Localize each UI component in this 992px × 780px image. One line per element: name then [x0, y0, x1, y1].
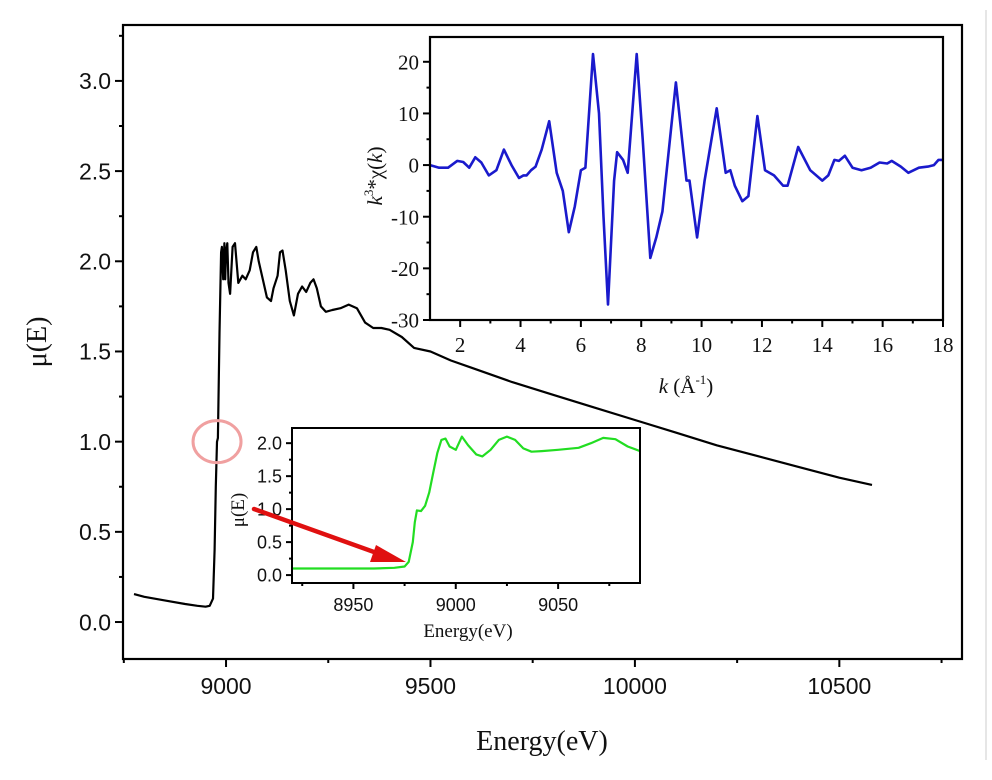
- edge-highlight-circle: [191, 419, 243, 465]
- main-series-line: [133, 242, 873, 608]
- xanes-inset-frame: [291, 427, 641, 584]
- exafs-y-tick-label: -10: [391, 205, 419, 229]
- exafs-x-tick-label: 6: [576, 333, 587, 357]
- main-y-tick-label: 1.5: [79, 339, 111, 365]
- xanes-series-line: [292, 435, 641, 570]
- main-x-tick-label: 9000: [200, 673, 251, 699]
- edge-pointer-arrow: [251, 506, 406, 562]
- main-x-tick-label: 10500: [807, 673, 871, 699]
- exafs-x-tick-label: 18: [933, 333, 954, 357]
- xanes-y-axis: 0.00.51.01.52.0: [257, 434, 292, 586]
- main-y-tick-label: 2.0: [79, 249, 111, 275]
- exafs-xlabel-var: k: [659, 374, 669, 398]
- exafs-y-axis-label: k3*χ(k): [361, 147, 387, 206]
- exafs-x-axis-label: k (Å-1): [659, 372, 714, 398]
- exafs-x-tick-label: 10: [691, 333, 712, 357]
- exafs-ylabel-sup: 3: [361, 190, 376, 197]
- main-y-tick-label: 0.5: [79, 519, 111, 545]
- main-x-tick-label: 10000: [603, 673, 667, 699]
- exafs-series-line: [429, 52, 943, 306]
- main-y-tick-label: 2.5: [79, 158, 111, 184]
- main-y-tick-label: 1.0: [79, 429, 111, 455]
- exafs-xlabel-sup: -1: [695, 372, 706, 387]
- exafs-x-tick-label: 12: [751, 333, 772, 357]
- arrow-head-icon: [370, 545, 406, 562]
- exafs-ylabel-rest: *χ(: [363, 163, 387, 190]
- exafs-x-tick-label: 2: [455, 333, 466, 357]
- exafs-xlabel-close: ): [706, 374, 713, 398]
- xanes-y-axis-label: μ(E): [228, 493, 249, 527]
- main-plot-frame: [121, 23, 964, 661]
- main-x-axis-label: Energy(eV): [476, 726, 608, 757]
- exafs-x-tick-label: 14: [812, 333, 834, 357]
- exafs-x-tick-label: 16: [872, 333, 893, 357]
- exafs-y-tick-label: 20: [398, 50, 419, 74]
- xanes-y-tick-label: 0.0: [257, 566, 282, 586]
- main-y-tick-label: 3.0: [79, 68, 111, 94]
- arrow-shaft: [251, 506, 391, 560]
- xanes-y-tick-label: 2.0: [257, 434, 282, 454]
- main-x-tick-label: 9500: [405, 673, 456, 699]
- exafs-x-tick-label: 4: [515, 333, 526, 357]
- xanes-y-tick-label: 0.5: [257, 533, 282, 553]
- xanes-x-tick-label: 9050: [538, 595, 578, 615]
- exafs-ylabel-close: ): [363, 147, 387, 154]
- xanes-y-tick-label: 1.5: [257, 467, 282, 487]
- exafs-inset-frame: [428, 35, 945, 322]
- main-x-axis: 9000 9500 10000 10500: [122, 659, 943, 699]
- exafs-y-tick-label: -20: [391, 257, 419, 281]
- xanes-x-tick-label: 9000: [436, 595, 476, 615]
- main-y-axis: 0.0 0.5 1.0 1.5 2.0 2.5 3.0: [79, 34, 123, 635]
- exafs-y-tick-label: 0: [409, 154, 420, 178]
- main-plot: 0.0 0.5 1.0 1.5 2.0 2.5 3.0 9000 9500 10000 10500…: [22, 23, 964, 757]
- main-y-axis-label: μ(E): [22, 317, 53, 368]
- xanes-x-axis-label: Energy(eV): [423, 621, 512, 642]
- exafs-ylabel-var2: k: [363, 153, 387, 163]
- exafs-xlabel-open: (Å: [668, 374, 696, 398]
- exafs-y-tick-label: -30: [391, 309, 419, 333]
- exafs-ylabel-var: k: [363, 195, 387, 205]
- xanes-inset-background: [292, 428, 640, 583]
- exafs-x-tick-label: 8: [636, 333, 647, 357]
- exafs-x-axis: 2 4 6 8 10 12 14 16 18: [455, 320, 954, 357]
- xanes-x-axis: 8950 9000 9050: [301, 583, 611, 615]
- exafs-y-axis: -30 -20 -10 0 10 20: [391, 50, 430, 333]
- xanes-inset: 0.00.51.01.52.0 8950 9000 9050 Energy(eV) …: [228, 427, 641, 642]
- xanes-x-tick-label: 8950: [333, 595, 373, 615]
- exafs-y-tick-label: 10: [398, 102, 419, 126]
- main-y-tick-label: 0.0: [79, 609, 111, 635]
